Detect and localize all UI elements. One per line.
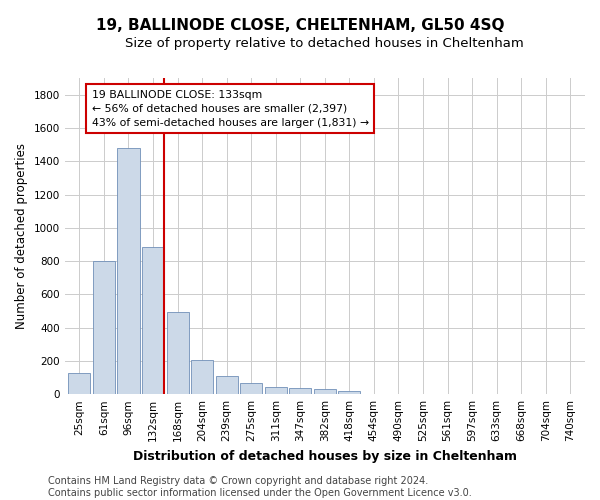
Bar [167, 312, 188, 394]
Bar [191, 360, 213, 394]
Bar [215, 376, 238, 394]
Bar [289, 388, 311, 394]
Bar [68, 372, 91, 394]
Bar [93, 261, 115, 394]
Bar [240, 384, 262, 394]
Bar [314, 389, 336, 394]
Bar [265, 386, 287, 394]
Y-axis label: Number of detached properties: Number of detached properties [15, 143, 28, 329]
Text: 19, BALLINODE CLOSE, CHELTENHAM, GL50 4SQ: 19, BALLINODE CLOSE, CHELTENHAM, GL50 4S… [96, 18, 504, 32]
Bar [142, 247, 164, 394]
Bar [338, 390, 361, 394]
Text: Contains HM Land Registry data © Crown copyright and database right 2024.
Contai: Contains HM Land Registry data © Crown c… [48, 476, 472, 498]
Bar [118, 148, 140, 394]
Text: 19 BALLINODE CLOSE: 133sqm
← 56% of detached houses are smaller (2,397)
43% of s: 19 BALLINODE CLOSE: 133sqm ← 56% of deta… [92, 90, 369, 128]
X-axis label: Distribution of detached houses by size in Cheltenham: Distribution of detached houses by size … [133, 450, 517, 462]
Title: Size of property relative to detached houses in Cheltenham: Size of property relative to detached ho… [125, 38, 524, 51]
